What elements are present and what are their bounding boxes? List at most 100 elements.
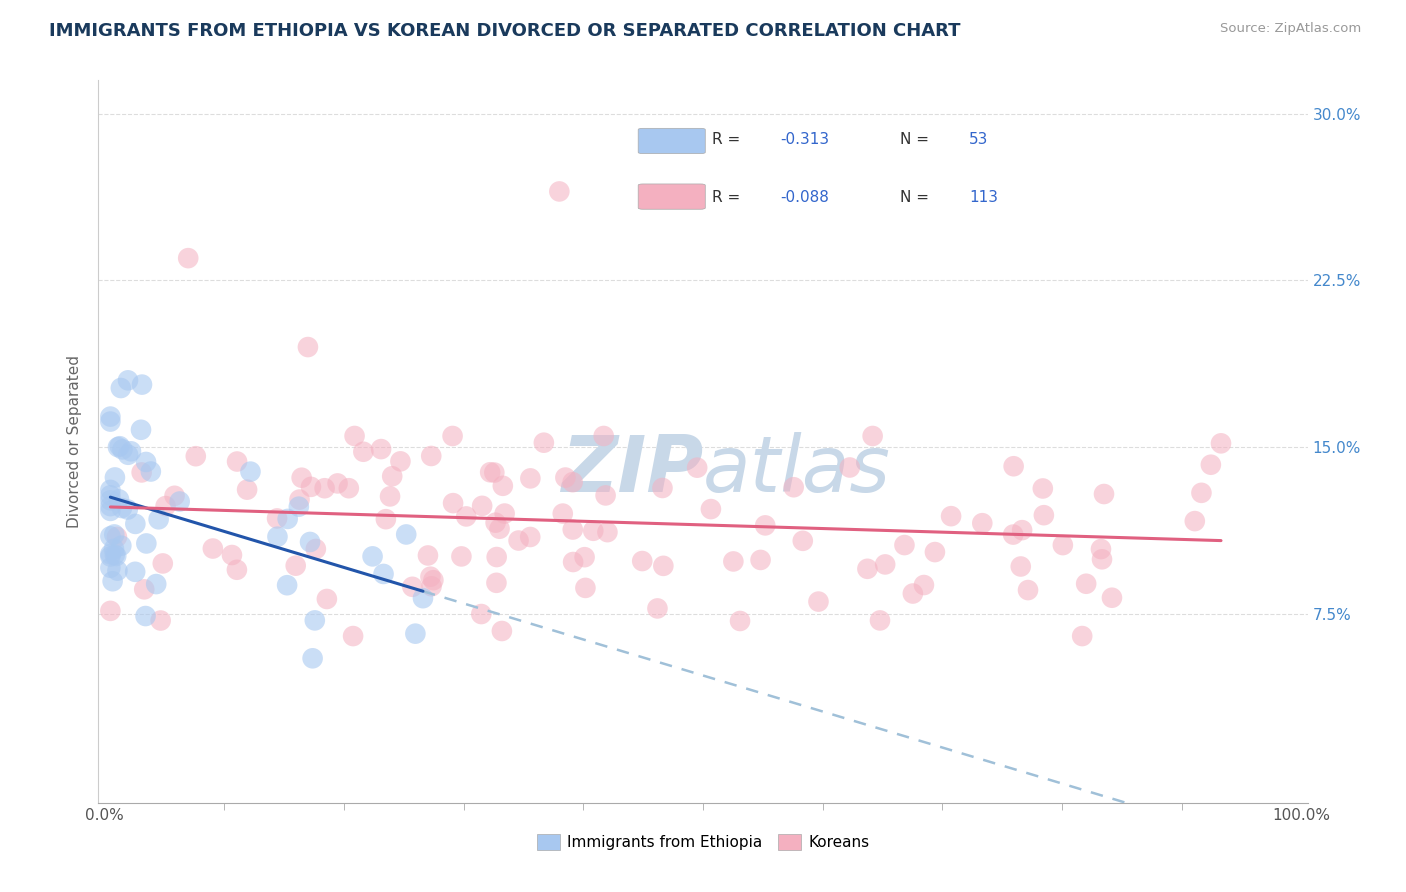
Point — [177, 251, 200, 265]
Point — [111, 501, 134, 516]
Point — [592, 429, 614, 443]
Point — [869, 614, 891, 628]
Point — [1184, 514, 1206, 528]
Y-axis label: Divorced or Separated: Divorced or Separated — [67, 355, 83, 528]
Point — [924, 545, 946, 559]
Point — [441, 496, 464, 510]
Point — [301, 651, 323, 665]
Text: ZIP: ZIP — [561, 433, 703, 508]
Point — [1076, 576, 1098, 591]
Point — [139, 465, 162, 479]
Point — [749, 553, 772, 567]
Point — [893, 538, 915, 552]
Point — [484, 516, 506, 530]
Point — [117, 373, 139, 387]
Point — [370, 442, 392, 456]
Point — [236, 483, 259, 497]
Point — [783, 480, 806, 494]
Point — [381, 469, 404, 483]
Point — [838, 460, 860, 475]
Point — [131, 377, 153, 392]
Point — [297, 340, 319, 354]
Point — [901, 586, 924, 600]
Point — [107, 440, 129, 454]
Point — [1032, 482, 1054, 496]
Point — [723, 554, 745, 568]
Point — [225, 563, 247, 577]
Point — [288, 500, 311, 514]
Point — [456, 509, 478, 524]
Point — [939, 509, 962, 524]
Point — [651, 481, 673, 495]
Point — [519, 530, 541, 544]
Point — [135, 455, 157, 469]
Point — [108, 492, 131, 507]
Point — [912, 578, 935, 592]
Point — [134, 582, 156, 597]
Point — [686, 460, 709, 475]
Point — [1191, 486, 1213, 500]
Point — [361, 549, 384, 564]
Point — [1032, 508, 1054, 523]
Point — [548, 185, 571, 199]
Point — [416, 549, 439, 563]
Point — [494, 507, 516, 521]
Point — [471, 499, 494, 513]
Point — [484, 466, 506, 480]
Point — [420, 449, 443, 463]
Point — [374, 512, 396, 526]
Point — [315, 592, 337, 607]
Point — [352, 444, 374, 458]
Point — [1071, 629, 1094, 643]
Point — [299, 480, 322, 494]
Point — [120, 444, 142, 458]
Point — [441, 429, 464, 443]
Point — [470, 607, 492, 621]
Point — [117, 502, 139, 516]
Point — [1002, 459, 1025, 474]
Point — [100, 493, 122, 508]
Point — [100, 504, 122, 518]
Text: atlas: atlas — [703, 433, 891, 508]
Point — [488, 522, 510, 536]
Point — [647, 601, 669, 615]
Point — [155, 499, 177, 513]
Point — [117, 448, 139, 462]
Point — [1092, 487, 1115, 501]
Point — [124, 516, 146, 531]
Point — [561, 475, 583, 490]
Point — [1052, 538, 1074, 552]
Point — [277, 512, 299, 526]
Point — [129, 423, 152, 437]
Point — [373, 566, 395, 581]
Point — [492, 479, 515, 493]
Point — [485, 549, 508, 564]
Point — [1101, 591, 1123, 605]
Point — [631, 554, 654, 568]
Point — [856, 562, 879, 576]
Point — [149, 614, 172, 628]
Point — [100, 547, 122, 561]
Point — [108, 439, 131, 453]
Point — [875, 558, 897, 572]
Point — [1090, 542, 1112, 557]
Point — [343, 429, 366, 443]
Point — [342, 629, 364, 643]
Point — [101, 574, 124, 589]
Point — [169, 494, 191, 508]
Point — [595, 488, 617, 502]
Point — [792, 533, 814, 548]
Point — [491, 624, 513, 638]
Point — [100, 488, 122, 502]
Legend: Immigrants from Ethiopia, Koreans: Immigrants from Ethiopia, Koreans — [530, 829, 876, 856]
Point — [276, 578, 298, 592]
Point — [304, 614, 326, 628]
Point — [551, 507, 574, 521]
Point — [754, 518, 776, 533]
Point — [291, 471, 314, 485]
Point — [561, 523, 583, 537]
Point — [103, 527, 125, 541]
Point — [135, 536, 157, 550]
Point — [100, 409, 122, 424]
Point — [100, 549, 122, 564]
